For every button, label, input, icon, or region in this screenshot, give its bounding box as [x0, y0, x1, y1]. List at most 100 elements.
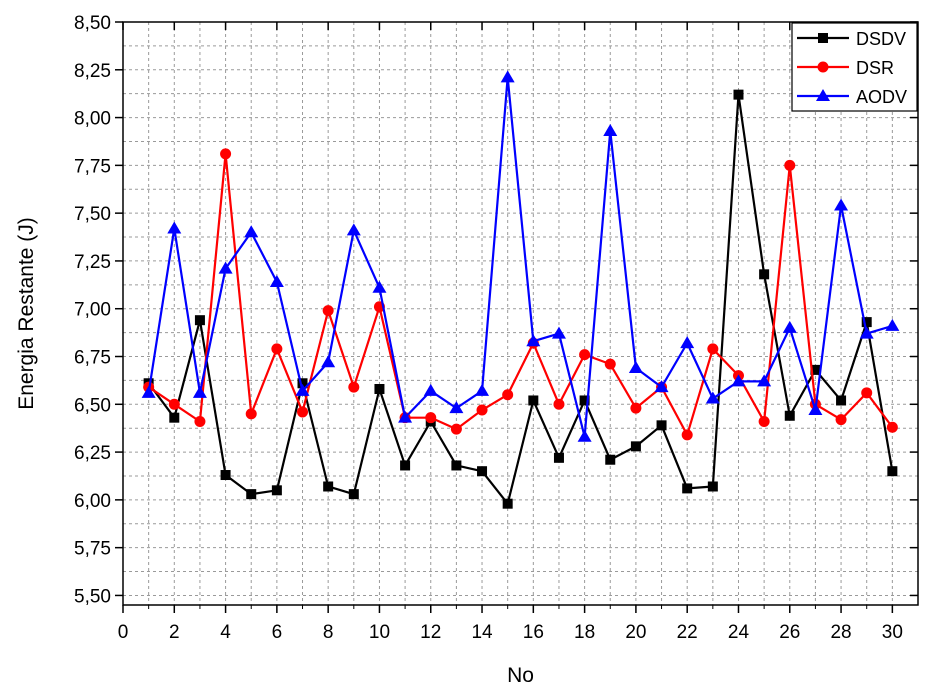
plot-frame [122, 21, 919, 606]
data-point-aodv [167, 221, 182, 234]
data-point-dsr [758, 415, 770, 427]
data-point-dsdv [784, 410, 795, 421]
series-aodv [141, 70, 900, 442]
y-tick-label: 5,75 [74, 539, 111, 560]
x-tick-label: 10 [369, 622, 390, 643]
data-point-dsr [194, 415, 206, 427]
legend-marker-aodv [816, 89, 830, 101]
data-point-dsr [784, 159, 796, 171]
data-point-dsdv [836, 395, 847, 406]
x-tick-label: 20 [625, 622, 646, 643]
y-tick-label: 5,50 [74, 586, 111, 607]
series-dsr [143, 148, 898, 441]
legend-label-aodv: AODV [856, 87, 907, 107]
data-point-aodv [603, 123, 618, 136]
data-point-dsdv [374, 384, 385, 395]
data-point-dsr [707, 343, 719, 355]
data-point-dsdv [887, 466, 898, 477]
data-point-dsdv [810, 364, 821, 375]
series-layer [141, 70, 900, 509]
data-point-aodv [192, 385, 207, 398]
data-point-dsr [450, 423, 462, 435]
y-tick-label: 6,75 [74, 348, 111, 369]
data-point-aodv [141, 385, 156, 398]
data-point-aodv [295, 383, 310, 396]
data-point-dsr [322, 305, 334, 317]
x-tick-label: 26 [779, 622, 800, 643]
data-point-dsr [168, 398, 180, 410]
series-line-dsdv [147, 93, 894, 505]
data-point-dsdv [477, 466, 488, 477]
data-point-dsdv [707, 481, 718, 492]
x-tick-label: 28 [830, 622, 851, 643]
data-point-dsr [630, 402, 642, 414]
data-point-dsdv [400, 460, 411, 471]
data-point-aodv [808, 403, 823, 416]
data-point-aodv [449, 401, 464, 414]
data-point-dsdv [323, 481, 334, 492]
data-point-dsdv [169, 412, 180, 423]
data-point-dsr [579, 349, 591, 361]
data-point-dsdv [605, 454, 616, 465]
data-point-aodv [654, 380, 669, 393]
data-point-aodv [321, 355, 336, 368]
data-point-dsdv [271, 485, 282, 496]
x-tick-label: 0 [118, 622, 129, 643]
data-point-aodv [423, 383, 438, 396]
legend: DSDV DSR AODV [791, 22, 918, 112]
data-point-dsdv [502, 498, 513, 509]
data-point-aodv [346, 223, 361, 236]
data-point-aodv [551, 326, 566, 339]
y-tick-label: 7,25 [74, 252, 111, 273]
y-tick-label: 7,75 [74, 156, 111, 177]
data-point-dsr [861, 387, 873, 399]
data-point-aodv [859, 326, 874, 339]
axes [115, 21, 919, 613]
data-point-aodv [705, 391, 720, 404]
data-point-dsdv [733, 89, 744, 100]
y-tick-label: 7,00 [74, 300, 111, 321]
data-point-aodv [269, 274, 284, 287]
data-point-aodv [475, 383, 490, 396]
data-point-dsdv [220, 470, 231, 481]
data-point-aodv [577, 429, 592, 442]
data-point-dsr [835, 414, 847, 426]
data-point-dsdv [348, 489, 359, 500]
data-point-dsr [245, 408, 257, 420]
series-dsdv [143, 89, 898, 509]
data-point-aodv [218, 261, 233, 274]
data-point-dsr [348, 381, 360, 393]
tick-labels: 0 2 4 6 8 10 12 14 16 18 20 22 24 26 28 305,505,756,006… [74, 13, 903, 643]
data-point-dsdv [759, 269, 770, 280]
data-point-aodv [244, 225, 259, 238]
x-tick-label: 8 [323, 622, 334, 643]
x-tick-label: 24 [728, 622, 750, 643]
x-tick-label: 14 [471, 622, 493, 643]
y-tick-label: 6,00 [74, 491, 111, 512]
x-tick-label: 16 [523, 622, 544, 643]
x-tick-label: 22 [677, 622, 698, 643]
data-point-aodv [398, 410, 413, 423]
x-tick-label: 18 [574, 622, 595, 643]
data-point-dsr [604, 358, 616, 370]
x-axis-title: No [507, 664, 534, 687]
data-point-dsr [502, 389, 514, 401]
legend-label-dsr: DSR [856, 58, 894, 78]
y-tick-label: 8,25 [74, 61, 111, 82]
x-tick-label: 4 [220, 622, 231, 643]
data-point-dsr [553, 398, 565, 410]
data-point-aodv [782, 320, 797, 333]
legend-marker-dsdv [818, 33, 828, 43]
data-point-aodv [757, 374, 772, 387]
data-point-dsdv [528, 395, 539, 406]
y-tick-label: 8,00 [74, 109, 111, 130]
series-line-dsr [148, 152, 894, 436]
data-point-dsdv [297, 378, 308, 389]
y-axis-title: Energia Restante (J) [15, 217, 38, 410]
data-point-aodv [731, 374, 746, 387]
x-tick-label: 6 [272, 622, 283, 643]
series-line-aodv [147, 76, 893, 438]
data-point-aodv [526, 334, 541, 347]
data-point-dsr [297, 406, 309, 418]
